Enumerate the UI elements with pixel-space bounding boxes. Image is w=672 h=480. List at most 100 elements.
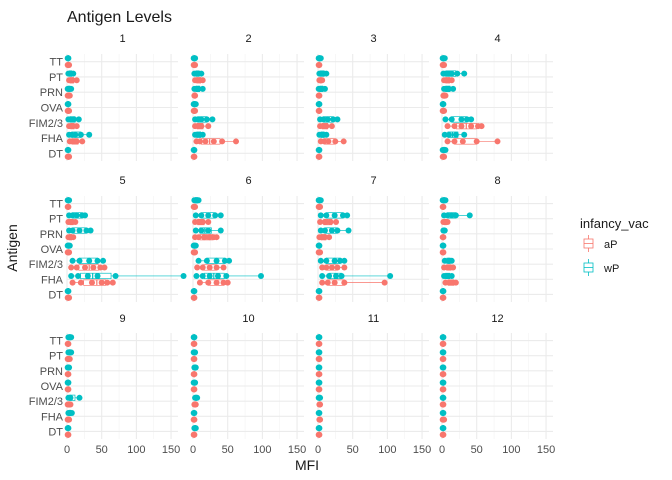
- data-point-wP: [68, 334, 75, 341]
- boxplot-wP: [68, 272, 187, 280]
- data-point-wP: [83, 227, 90, 234]
- boxplot-wP: [64, 55, 72, 62]
- data-point-wP: [86, 257, 93, 264]
- data-point-wP: [387, 272, 394, 279]
- boxplot-aP: [315, 355, 323, 363]
- data-point-wP: [68, 272, 75, 279]
- boxplot-aP: [439, 401, 447, 408]
- data-point-wP: [316, 334, 323, 341]
- boxplot-aP: [315, 371, 323, 378]
- boxplot-aP: [66, 138, 86, 145]
- boxplot-aP: [316, 401, 324, 408]
- data-point-aP: [317, 401, 324, 408]
- boxplot-wP: [315, 349, 323, 356]
- boxplot-aP: [190, 294, 198, 301]
- x-tick-label: 50: [347, 444, 359, 456]
- data-point-aP: [321, 138, 328, 145]
- data-point-aP: [206, 234, 213, 241]
- boxplot-wP: [66, 131, 93, 138]
- data-point-aP: [448, 77, 455, 84]
- data-point-wP: [440, 349, 447, 356]
- data-point-aP: [440, 249, 447, 256]
- data-point-wP: [76, 394, 83, 401]
- boxplot-aP: [64, 61, 73, 69]
- y-tick-label: PRN: [40, 87, 63, 99]
- data-point-aP: [198, 123, 205, 130]
- boxplot-aP: [64, 92, 73, 99]
- data-point-wP: [191, 334, 198, 341]
- data-point-wP: [195, 257, 202, 264]
- boxplot-wP: [441, 272, 455, 280]
- facet-panel-3: 3: [315, 33, 429, 161]
- legend-entry-wP: wP: [580, 259, 619, 276]
- boxplot-aP: [64, 401, 74, 408]
- boxplot-wP: [69, 257, 107, 264]
- boxplot-aP: [319, 264, 348, 271]
- data-point-aP: [191, 431, 198, 438]
- data-point-wP: [214, 272, 221, 279]
- data-point-aP: [327, 219, 334, 226]
- data-point-wP: [82, 212, 89, 219]
- data-point-wP: [198, 70, 205, 77]
- boxplot-wP: [190, 409, 198, 417]
- y-tick-label: DT: [48, 426, 63, 438]
- data-point-wP: [70, 116, 77, 123]
- data-point-wP: [192, 379, 199, 386]
- boxplot-aP: [196, 279, 231, 286]
- boxplot-wP: [192, 212, 224, 219]
- boxplot-wP: [439, 364, 447, 371]
- data-point-aP: [331, 279, 338, 286]
- facet-panel-2: 2: [190, 33, 304, 161]
- facet-strip-label: 5: [119, 175, 125, 187]
- boxplot-aP: [64, 355, 73, 363]
- facet-panel-10: 100 50 100 150: [190, 313, 306, 456]
- boxplot-wP: [439, 101, 447, 108]
- data-point-wP: [466, 212, 473, 219]
- data-point-wP: [324, 116, 331, 123]
- data-point-aP: [440, 340, 447, 347]
- boxplot-aP: [193, 138, 240, 145]
- boxplot-aP: [439, 371, 447, 378]
- data-point-aP: [65, 203, 72, 210]
- boxplot-aP: [192, 77, 206, 84]
- boxplot-wP: [64, 425, 72, 432]
- data-point-wP: [334, 116, 341, 123]
- data-point-aP: [205, 279, 212, 286]
- data-point-wP: [203, 116, 210, 123]
- boxplot-wP: [190, 242, 199, 249]
- data-point-aP: [66, 153, 73, 160]
- data-point-wP: [448, 257, 455, 264]
- y-tick-label: DT: [48, 148, 63, 160]
- y-tick-label: TT: [50, 199, 64, 211]
- x-tick-label: 0: [190, 444, 196, 456]
- data-point-aP: [321, 234, 328, 241]
- data-point-aP: [341, 264, 348, 271]
- facet-strip-label: 6: [245, 175, 251, 187]
- boxplot-aP: [315, 153, 323, 160]
- legend-entry-aP: aP: [580, 235, 617, 252]
- boxplot-aP: [190, 386, 198, 393]
- data-point-aP: [191, 416, 198, 423]
- boxplot-aP: [64, 294, 73, 301]
- y-tick-label: TT: [50, 336, 64, 348]
- boxplot-aP: [316, 77, 326, 84]
- boxplot-aP: [190, 203, 199, 210]
- boxplot-wP: [191, 70, 205, 77]
- data-point-wP: [67, 394, 74, 401]
- data-point-aP: [317, 249, 324, 256]
- data-point-aP: [224, 279, 231, 286]
- boxplot-aP: [315, 61, 323, 69]
- boxplot-wP: [65, 70, 77, 77]
- data-point-aP: [440, 431, 447, 438]
- x-tick-label: 100: [127, 444, 145, 456]
- data-point-aP: [319, 264, 326, 271]
- data-point-wP: [450, 85, 457, 92]
- data-point-aP: [316, 386, 323, 393]
- data-point-aP: [65, 371, 72, 378]
- boxplot-aP: [439, 294, 447, 301]
- boxplot-aP: [190, 249, 199, 256]
- data-point-aP: [77, 279, 84, 286]
- boxplot-wP: [439, 425, 447, 432]
- boxplot-wP: [64, 242, 73, 249]
- data-point-aP: [333, 219, 340, 226]
